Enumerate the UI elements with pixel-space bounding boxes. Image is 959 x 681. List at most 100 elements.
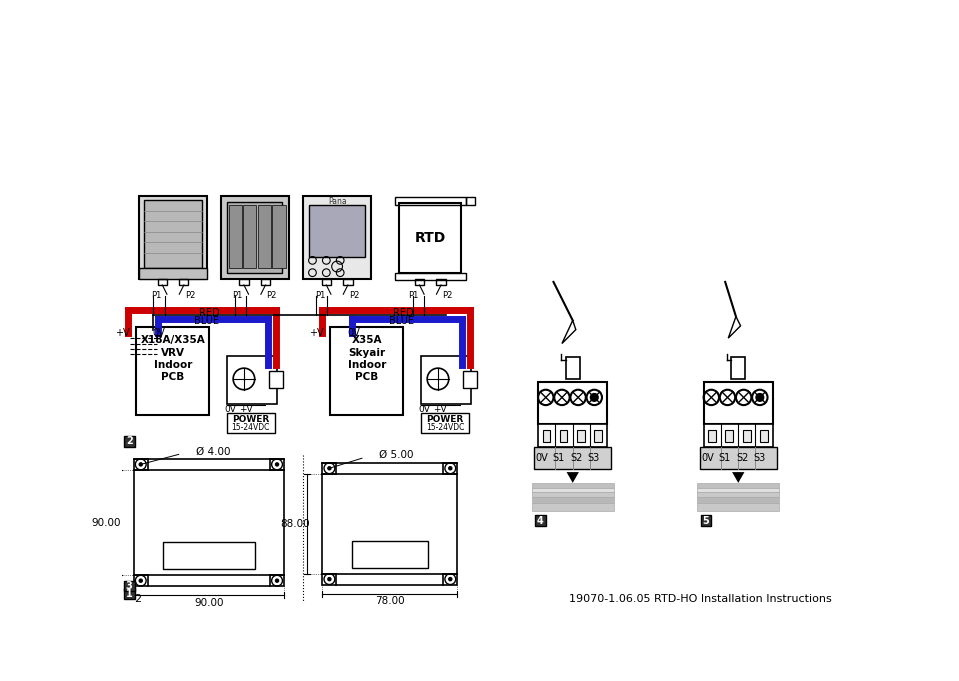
- Bar: [144, 200, 202, 268]
- Bar: [272, 205, 286, 268]
- Bar: [124, 581, 134, 592]
- Text: RTD: RTD: [414, 231, 446, 245]
- Bar: [395, 197, 466, 205]
- Bar: [400, 204, 461, 272]
- Bar: [124, 588, 134, 599]
- Text: 1: 1: [126, 589, 132, 599]
- Text: Indoor: Indoor: [153, 360, 192, 370]
- Text: P2: P2: [442, 291, 453, 300]
- Text: 2: 2: [134, 594, 141, 604]
- Bar: [697, 483, 779, 488]
- Text: 0V: 0V: [418, 405, 430, 414]
- Bar: [139, 268, 207, 279]
- Circle shape: [449, 466, 452, 470]
- Text: 4: 4: [537, 516, 544, 526]
- Bar: [732, 358, 745, 379]
- Text: 0V: 0V: [701, 454, 713, 463]
- Text: +V: +V: [239, 405, 252, 414]
- Bar: [535, 516, 546, 526]
- Text: 90.00: 90.00: [194, 598, 223, 608]
- Text: 0V: 0V: [347, 328, 360, 338]
- Text: P1: P1: [315, 291, 325, 300]
- Bar: [566, 358, 579, 379]
- Text: PCB: PCB: [355, 373, 379, 383]
- Text: BLUE: BLUE: [195, 316, 220, 326]
- Bar: [227, 356, 277, 404]
- Text: RED: RED: [199, 308, 220, 318]
- Bar: [532, 503, 614, 511]
- Bar: [709, 430, 716, 442]
- Bar: [700, 447, 777, 469]
- Bar: [697, 488, 779, 492]
- Text: +V: +V: [310, 328, 324, 338]
- Text: S1: S1: [718, 454, 731, 463]
- Bar: [697, 492, 779, 496]
- Bar: [321, 279, 331, 285]
- Bar: [532, 496, 614, 503]
- Text: 3: 3: [126, 581, 132, 591]
- Text: RED: RED: [393, 308, 413, 318]
- Text: PCB: PCB: [161, 373, 184, 383]
- Circle shape: [275, 463, 278, 466]
- Bar: [244, 205, 256, 268]
- Circle shape: [591, 394, 598, 401]
- Bar: [124, 436, 134, 447]
- Polygon shape: [567, 472, 579, 483]
- Polygon shape: [562, 321, 575, 343]
- Bar: [269, 371, 283, 388]
- Text: P2: P2: [349, 291, 360, 300]
- Bar: [760, 430, 767, 442]
- Bar: [227, 202, 283, 272]
- Bar: [725, 430, 733, 442]
- Polygon shape: [732, 472, 744, 483]
- Text: X35A: X35A: [352, 336, 382, 345]
- Text: Ø 5.00: Ø 5.00: [379, 450, 413, 460]
- Bar: [466, 197, 475, 205]
- Text: P1: P1: [409, 291, 418, 300]
- Text: P1: P1: [233, 291, 243, 300]
- Bar: [258, 205, 270, 268]
- Text: Pana: Pana: [328, 197, 346, 206]
- Bar: [310, 205, 364, 257]
- Bar: [532, 488, 614, 492]
- Text: 2: 2: [126, 437, 132, 446]
- Bar: [532, 492, 614, 496]
- Text: Ø 4.00: Ø 4.00: [196, 446, 230, 456]
- Text: X18A/X35A: X18A/X35A: [140, 336, 205, 345]
- Bar: [577, 430, 585, 442]
- Bar: [240, 279, 248, 285]
- Bar: [743, 430, 751, 442]
- Text: S2: S2: [736, 454, 748, 463]
- Bar: [595, 430, 602, 442]
- Text: 88.00: 88.00: [280, 519, 310, 528]
- Bar: [538, 382, 607, 424]
- Bar: [560, 430, 568, 442]
- Text: 19070-1.06.05 RTD-HO Installation Instructions: 19070-1.06.05 RTD-HO Installation Instru…: [569, 594, 831, 604]
- Bar: [395, 272, 466, 281]
- Circle shape: [139, 579, 142, 582]
- Bar: [538, 424, 607, 447]
- Bar: [134, 459, 284, 586]
- Circle shape: [756, 394, 763, 401]
- Bar: [436, 279, 446, 285]
- Circle shape: [275, 579, 278, 582]
- Text: 15-24VDC: 15-24VDC: [232, 423, 270, 432]
- Bar: [534, 447, 611, 469]
- Text: VRV: VRV: [161, 348, 185, 358]
- Text: P1: P1: [151, 291, 161, 300]
- Text: 5: 5: [703, 516, 710, 526]
- Bar: [322, 463, 457, 584]
- Bar: [163, 542, 255, 569]
- Bar: [704, 382, 773, 424]
- Text: BLUE: BLUE: [388, 316, 413, 326]
- Circle shape: [328, 466, 331, 470]
- Text: S3: S3: [753, 454, 765, 463]
- Text: 0V: 0V: [224, 405, 236, 414]
- Bar: [415, 279, 424, 285]
- Text: +V: +V: [433, 405, 446, 414]
- Bar: [704, 424, 773, 447]
- Text: Indoor: Indoor: [347, 360, 386, 370]
- Text: S1: S1: [552, 454, 565, 463]
- Text: S2: S2: [571, 454, 583, 463]
- Bar: [330, 327, 404, 415]
